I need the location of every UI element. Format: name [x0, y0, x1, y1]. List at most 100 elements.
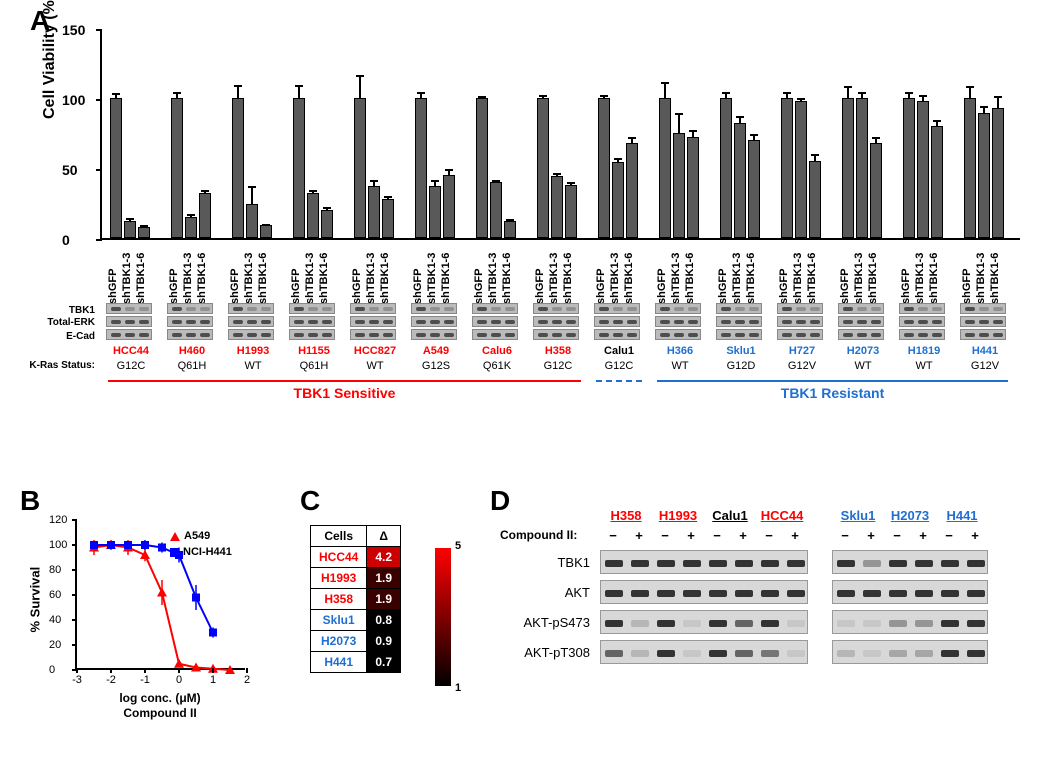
tablec-cell-name: H358	[311, 589, 367, 610]
paneld-pm-label: +	[858, 528, 884, 543]
bar	[795, 101, 807, 238]
bar-group	[415, 98, 455, 238]
blot-panel	[838, 329, 884, 340]
chart-b-xlabel: log conc. (μM) Compound II	[75, 691, 245, 720]
heat-max: 5	[455, 540, 461, 552]
legend-a549-text: A549	[184, 530, 210, 542]
kras-status: G12C	[530, 360, 586, 372]
table-row: H3581.9	[311, 589, 401, 610]
legend-a549: A549	[170, 530, 210, 542]
chart-b-xtick: 2	[244, 674, 250, 686]
kras-status: Q61H	[164, 360, 220, 372]
chart-a-xlabel: shGFP	[290, 269, 302, 304]
paneld-cell-header: H441	[936, 508, 988, 523]
chart-a-xlabel: shTBK1-6	[684, 253, 696, 304]
paneld-pm-label: +	[730, 528, 756, 543]
blot-panel	[289, 329, 335, 340]
bar	[809, 161, 821, 238]
bar-group	[110, 98, 150, 238]
bar-group	[903, 98, 943, 238]
chart-a-xlabel: shTBK1-3	[365, 253, 377, 304]
bar-group	[598, 98, 638, 238]
blot-panel	[600, 640, 808, 664]
kras-status: Q61K	[469, 360, 525, 372]
bar	[748, 140, 760, 238]
bar	[537, 98, 549, 238]
cell-line-name: Sklu1	[713, 345, 769, 357]
blot-panel	[899, 329, 945, 340]
legend-h441: NCI-H441	[170, 546, 232, 558]
tablec-cell-name: HCC44	[311, 547, 367, 568]
chart-a-xlabel: shTBK1-3	[853, 253, 865, 304]
table-row: H4410.7	[311, 652, 401, 673]
chart-a-xlabel: shTBK1-3	[182, 253, 194, 304]
blot-panel	[899, 303, 945, 314]
chart-b-xlabel-line1: log conc. (μM)	[119, 691, 200, 705]
kras-status: G12D	[713, 360, 769, 372]
blot-panel	[594, 316, 640, 327]
blot-panel	[832, 580, 988, 604]
blot-panel	[777, 316, 823, 327]
bar-group	[537, 98, 577, 238]
table-row: H19931.9	[311, 568, 401, 589]
bar	[232, 98, 244, 238]
bar-group	[232, 98, 272, 238]
chart-a-ylabel: Cell Viability (%)	[41, 0, 59, 119]
paneld-pm-label: +	[910, 528, 936, 543]
bar	[931, 126, 943, 238]
blot-row-erk: Total-ERK	[40, 317, 95, 328]
blot-panel	[228, 316, 274, 327]
blot-panel	[716, 316, 762, 327]
blot-panel	[533, 303, 579, 314]
paneld-row-label: AKT	[500, 585, 590, 600]
chart-a-xlabel: shGFP	[656, 269, 668, 304]
chart-b-xtick: 1	[210, 674, 216, 686]
blot-panel	[600, 550, 808, 574]
chart-a-xlabel: shTBK1-6	[562, 253, 574, 304]
panel-d: D Compound II: H358−+H1993−+Calu1−+HCC44…	[500, 490, 1040, 750]
bar	[368, 186, 380, 238]
bar	[720, 98, 732, 238]
bar	[673, 133, 685, 238]
bar	[293, 98, 305, 238]
bar-group	[659, 98, 699, 238]
cell-line-name: H1155	[286, 345, 342, 357]
chart-a-xlabel: shTBK1-6	[379, 253, 391, 304]
chart-a-xlabel: shTBK1-6	[257, 253, 269, 304]
cell-line-name: HCC827	[347, 345, 403, 357]
bar	[734, 123, 746, 238]
bar	[443, 175, 455, 238]
paneld-pm-label: +	[782, 528, 808, 543]
bar	[659, 98, 671, 238]
blot-panel	[960, 329, 1006, 340]
chart-a-xlabel: shGFP	[412, 269, 424, 304]
blot-panel	[838, 303, 884, 314]
cell-line-name: H441	[957, 345, 1013, 357]
blot-panel	[228, 329, 274, 340]
chart-a-xlabel: shGFP	[961, 269, 973, 304]
chart-a-xlabel: shGFP	[229, 269, 241, 304]
bar	[429, 186, 441, 238]
kras-status: G12C	[103, 360, 159, 372]
blot-panel	[472, 329, 518, 340]
panel-b: B % Survival 020406080100120-3-2-1012 lo…	[20, 490, 270, 750]
paneld-cell-header: HCC44	[756, 508, 808, 523]
heat-colorbar	[435, 548, 451, 686]
kras-status-label: K-Ras Status:	[28, 360, 95, 371]
blot-panel	[350, 303, 396, 314]
tablec-cell-delta: 1.9	[367, 568, 401, 589]
chart-a-xlabel: shTBK1-6	[928, 253, 940, 304]
kras-status: G12V	[774, 360, 830, 372]
bar	[490, 182, 502, 238]
tablec-cell-delta: 1.9	[367, 589, 401, 610]
tablec-cell-name: H1993	[311, 568, 367, 589]
bar-group	[781, 98, 821, 238]
blot-panel	[777, 303, 823, 314]
blot-panel	[472, 303, 518, 314]
chart-a-xlabel: shGFP	[168, 269, 180, 304]
blot-panel	[533, 329, 579, 340]
chart-a-xlabel: shTBK1-3	[121, 253, 133, 304]
kras-status: G12S	[408, 360, 464, 372]
chart-a-xlabel: shGFP	[900, 269, 912, 304]
blot-panel	[289, 303, 335, 314]
